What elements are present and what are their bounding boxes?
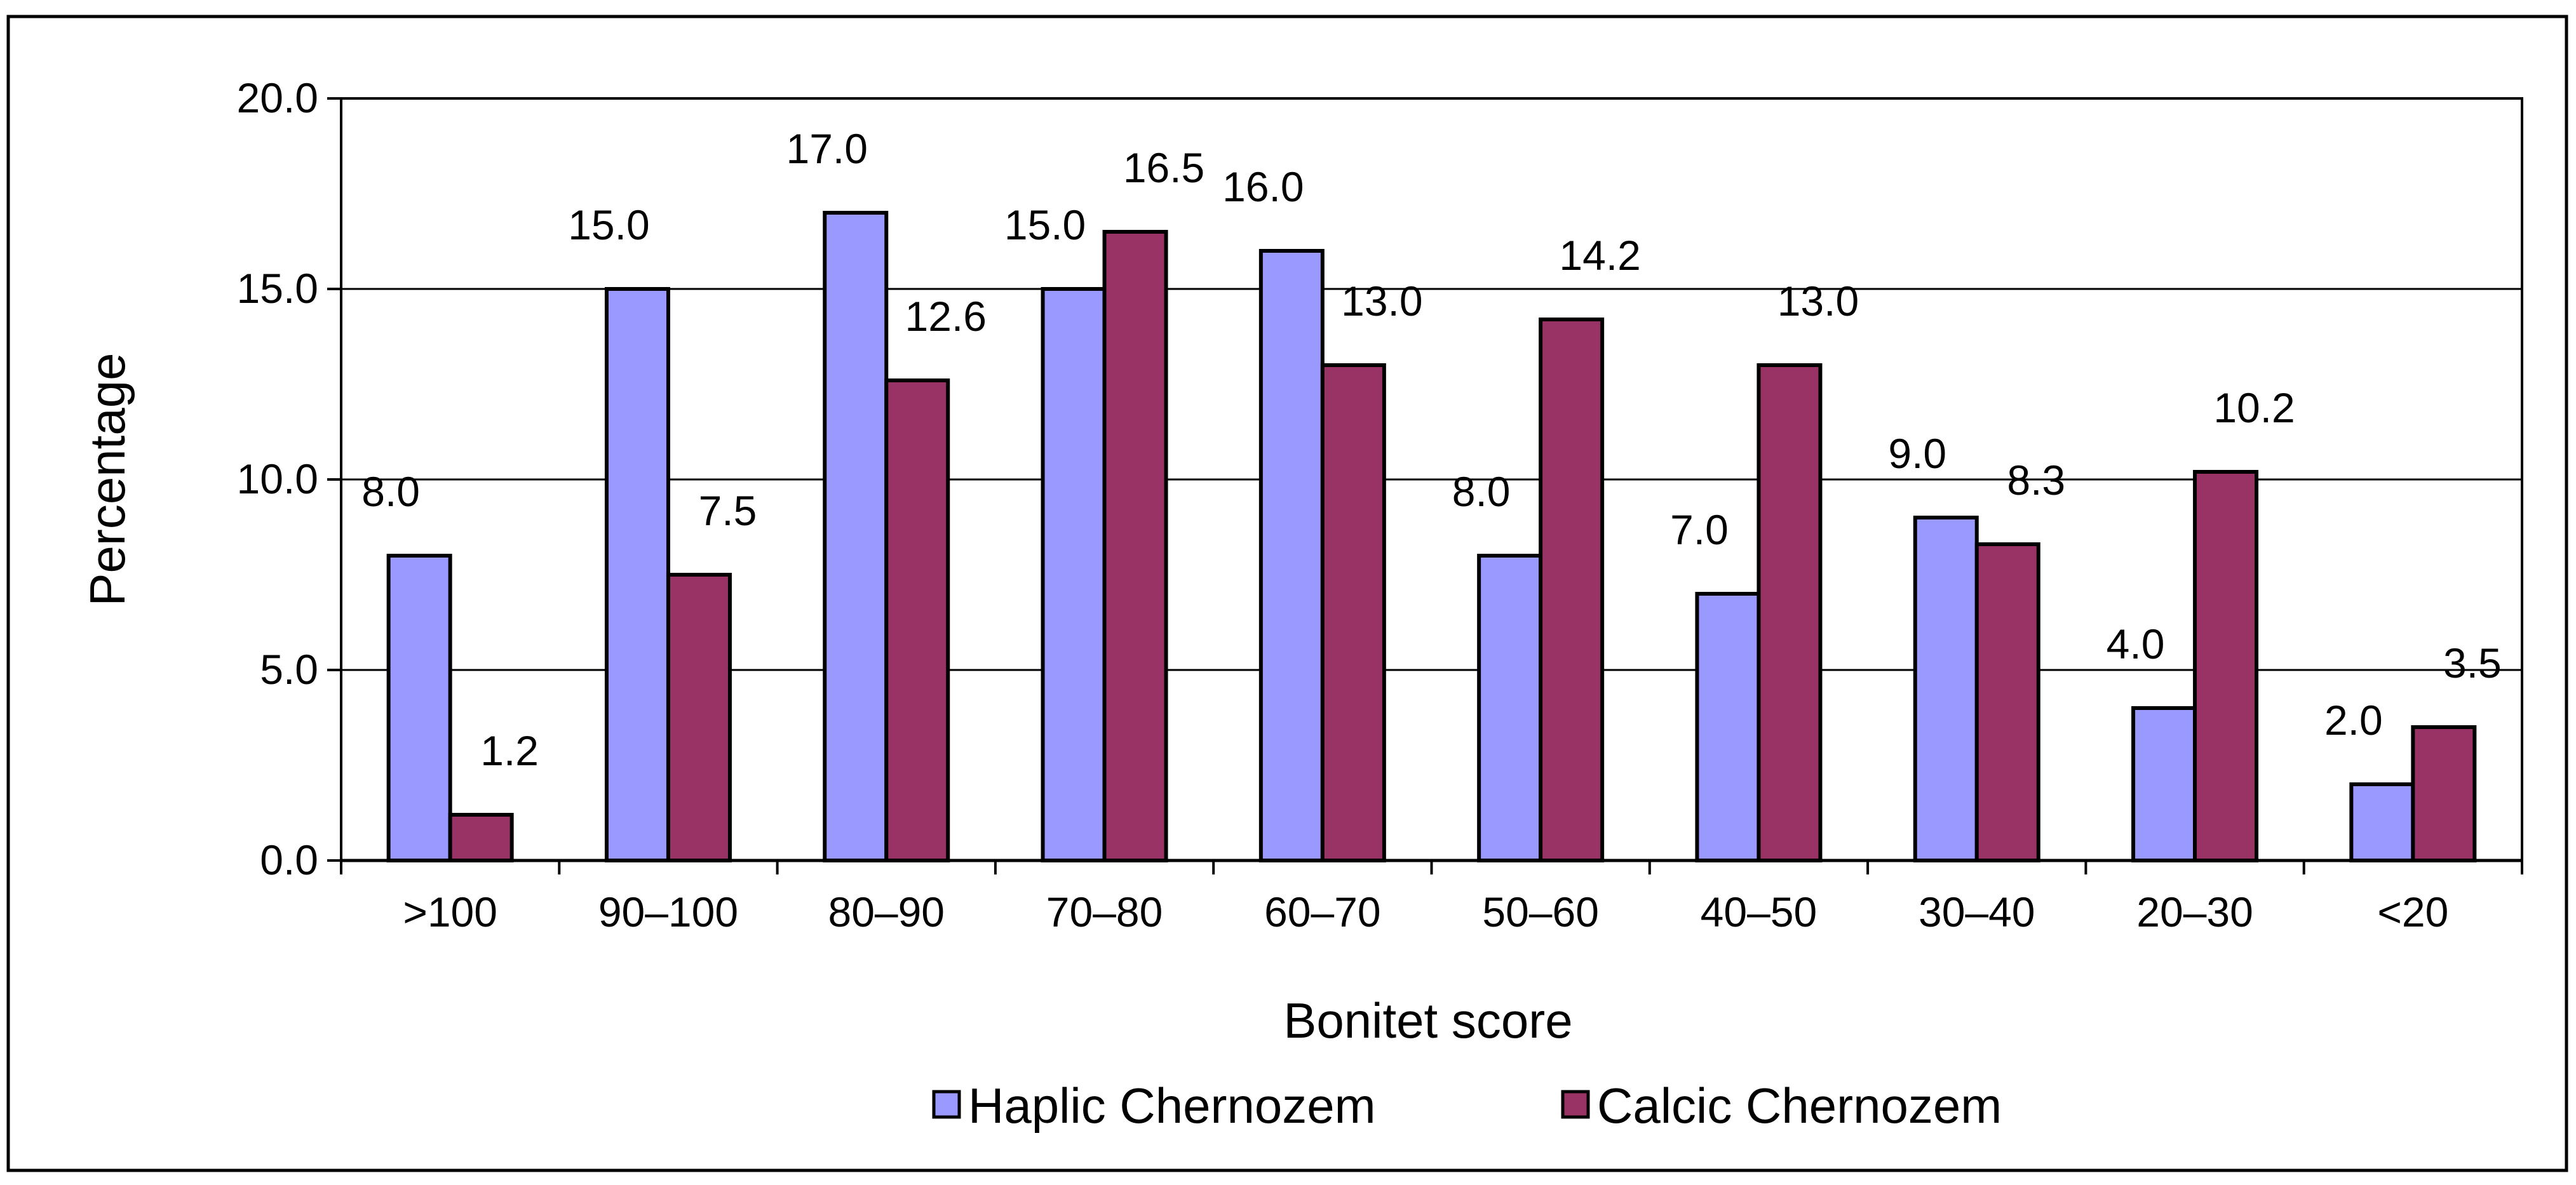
legend-label-calcic: Calcic Chernozem: [1597, 1078, 2002, 1134]
legend-swatch-calcic: [1561, 1090, 1590, 1119]
legend: Haplic Chernozem Calcic Chernozem: [932, 1078, 2002, 1134]
y-tick-label: 15.0: [237, 265, 318, 312]
data-label-haplic: 8.0: [1452, 468, 1511, 515]
x-axis-title: Bonitet score: [1283, 993, 1572, 1048]
bar-calcic: [1757, 363, 1823, 862]
bar-calcic: [2411, 725, 2477, 862]
bar-haplic: [2131, 706, 2197, 862]
data-label-haplic: 7.0: [1670, 506, 1729, 553]
data-label-haplic: 15.0: [1004, 201, 1086, 248]
bar-calcic: [1320, 363, 1386, 862]
x-tick-label: 60–70: [1264, 888, 1381, 935]
data-label-haplic: 2.0: [2324, 697, 2383, 744]
data-label-calcic: 13.0: [1777, 278, 1859, 325]
bar-haplic: [604, 287, 670, 862]
data-label-calcic: 16.5: [1123, 144, 1204, 191]
bar-haplic: [1913, 516, 1979, 862]
bar-calcic: [666, 573, 732, 862]
x-tick-label: <20: [2377, 888, 2448, 935]
y-tick-label: 5.0: [260, 646, 318, 693]
data-label-calcic: 14.2: [1559, 232, 1640, 279]
data-label-calcic: 10.2: [2213, 384, 2295, 431]
bar-haplic: [1695, 592, 1761, 862]
x-tick-label: 40–50: [1701, 888, 1817, 935]
data-labels: 8.0 1.2 15.0 7.5 17.0 12.6 15.0 16.5 16.0 13.0 8.0…: [361, 125, 2501, 774]
x-tick-label: 80–90: [828, 888, 945, 935]
x-tick-label: 30–40: [1919, 888, 2035, 935]
bar-calcic: [448, 813, 514, 862]
axes: 0.0 5.0 10.0 15.0 20.0 >100 90–100 80–90 70–80 60…: [237, 74, 2523, 935]
data-label-calcic: 13.0: [1341, 278, 1422, 325]
x-tick-label: 50–60: [1482, 888, 1599, 935]
bar-calcic: [884, 378, 950, 862]
bar-haplic: [386, 554, 452, 862]
data-label-calcic: 1.2: [480, 727, 539, 774]
data-label-haplic: 8.0: [361, 468, 420, 515]
data-label-haplic: 17.0: [786, 125, 868, 172]
x-tick-label: 90–100: [598, 888, 738, 935]
data-label-calcic: 8.3: [2007, 457, 2065, 504]
bar-calcic: [1102, 230, 1168, 862]
bar-haplic: [1258, 249, 1325, 862]
y-tick-label: 0.0: [260, 836, 318, 883]
legend-swatch-haplic: [932, 1090, 961, 1119]
y-axis-title: Percentage: [79, 353, 135, 606]
data-label-haplic: 15.0: [568, 201, 649, 248]
bars: [386, 211, 2477, 862]
bar-haplic: [823, 211, 889, 862]
bar-calcic: [1539, 318, 1605, 862]
data-label-haplic: 4.0: [2107, 620, 2165, 667]
x-tick-label: 70–80: [1046, 888, 1163, 935]
data-label-calcic: 3.5: [2443, 639, 2502, 686]
bar-haplic: [2349, 782, 2415, 862]
y-tick-label: 10.0: [237, 455, 318, 502]
bar-calcic: [1974, 542, 2040, 862]
x-tick-label: 20–30: [2136, 888, 2253, 935]
data-label-calcic: 7.5: [699, 487, 757, 534]
data-label-haplic: 16.0: [1222, 163, 1304, 210]
legend-label-haplic: Haplic Chernozem: [968, 1078, 1376, 1134]
x-tick-label: >100: [403, 888, 497, 935]
bar-calcic: [2193, 470, 2259, 862]
bar-haplic: [1041, 287, 1107, 862]
y-tick-label: 20.0: [237, 74, 318, 121]
data-label-calcic: 12.6: [905, 293, 987, 340]
data-label-haplic: 9.0: [1888, 430, 1946, 477]
bar-haplic: [1477, 554, 1543, 862]
